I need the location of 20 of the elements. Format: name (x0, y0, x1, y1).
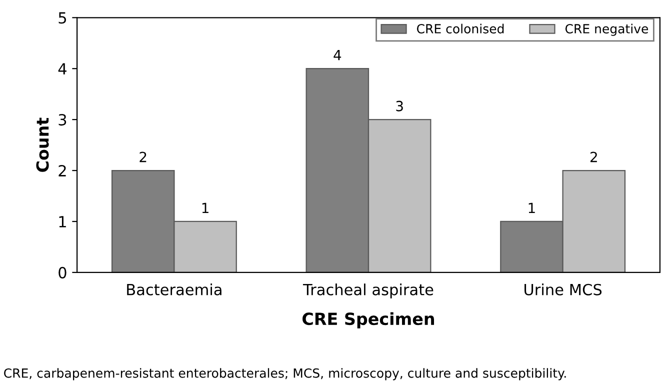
data-label: 2 (590, 152, 597, 162)
x-tick-label: Tracheal aspirate (302, 284, 434, 298)
y-tick-label: 1 (59, 216, 66, 228)
y-axis-title: Count (36, 118, 49, 172)
data-label: 1 (202, 202, 208, 214)
x-tick-label: Urine MCS (524, 284, 602, 296)
legend-label: CRE colonised (416, 24, 504, 34)
data-label: 1 (528, 202, 535, 214)
data-label: 2 (140, 152, 146, 162)
text: CRE, carbapenem-resistant enterobacterales; MCS, microscopy, culture and susceptibility. (4, 368, 566, 380)
data-label: 3 (396, 100, 403, 112)
y-tick-label: 3 (58, 114, 66, 126)
y-tick-label: 4 (58, 63, 66, 74)
x-tick-label: Bacteraemia (127, 284, 222, 296)
y-tick-label: 0 (58, 266, 66, 278)
y-tick-label: 5 (58, 12, 66, 24)
data-label: 4 (334, 50, 342, 60)
y-tick-label: 2 (58, 164, 66, 176)
x-axis-title: CRE Specimen (302, 312, 434, 328)
legend-label: CRE negative (565, 24, 648, 36)
